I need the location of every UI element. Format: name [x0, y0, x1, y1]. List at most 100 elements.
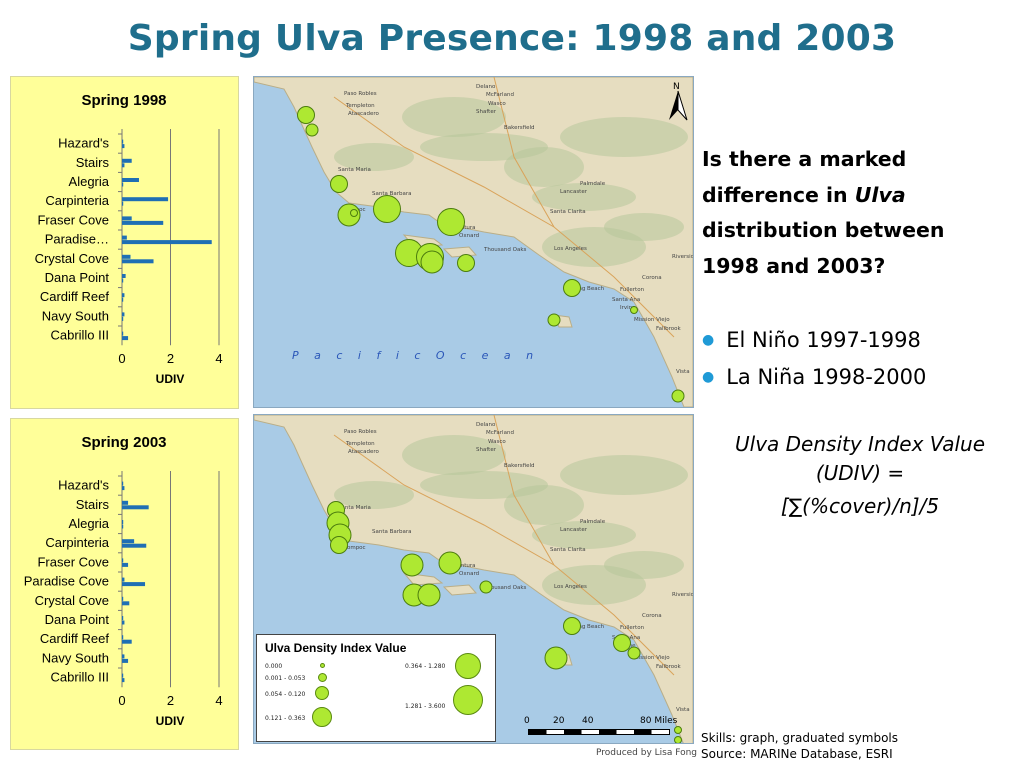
place-label: Delano	[476, 84, 496, 90]
category-label: Cardiff Reef	[40, 289, 110, 304]
scale-label-80: 80 Miles	[640, 716, 678, 726]
chart-title: Spring 1998	[81, 92, 166, 109]
legend-class-3: 0.121 - 0.363	[265, 715, 306, 722]
x-tick-label: 0	[118, 693, 125, 708]
bar	[122, 658, 129, 663]
place-label: Templeton	[345, 103, 375, 109]
road	[333, 434, 675, 676]
bar-chart-spring-2003: Spring 2003 0 2 4 Hazard's Stairs Alegria Carpi…	[24, 434, 223, 728]
category-label: Paradise Cove	[24, 574, 109, 589]
bar	[122, 197, 169, 202]
north-label: N	[673, 82, 680, 92]
x-tick-label: 2	[167, 351, 174, 366]
place-label: Shafter	[476, 109, 497, 115]
place-label: Corona	[642, 613, 662, 619]
road	[493, 77, 555, 228]
site-symbol	[563, 279, 581, 297]
place-label: Lancaster	[560, 189, 588, 195]
map-legend: Ulva Density Index Value 0.000 0.001 - 0…	[256, 634, 496, 742]
question-text: Is there a marked difference in Ulva dis…	[702, 147, 945, 278]
legend-class-0: 0.000	[265, 663, 283, 670]
site-symbol	[544, 646, 568, 670]
bar	[122, 278, 124, 283]
place-label: Wasco	[488, 101, 506, 107]
category-label: Fraser Cove	[37, 554, 109, 569]
site-symbol	[630, 306, 638, 314]
place-label: Bakersfield	[504, 125, 535, 131]
bullet-icon: ●	[702, 332, 715, 348]
place-label: Santa Ana	[612, 297, 640, 303]
category-label: Alegria	[69, 516, 110, 531]
place-label: Santa Clarita	[550, 547, 586, 553]
bar	[122, 259, 154, 264]
terrain	[542, 565, 646, 605]
bar	[122, 240, 212, 245]
bar	[122, 654, 125, 659]
island	[442, 584, 478, 596]
bar	[122, 558, 124, 563]
place-label: Santa Maria	[338, 167, 371, 173]
legend-symbol-0	[320, 663, 325, 668]
category-label: Carpinteria	[45, 193, 109, 208]
site-symbol	[350, 209, 358, 217]
bar	[122, 520, 124, 524]
bar	[122, 139, 124, 144]
legend-symbol-1	[318, 673, 327, 682]
bar	[122, 639, 132, 644]
bar	[122, 216, 132, 221]
site-symbol	[400, 553, 424, 577]
x-tick-label: 0	[118, 351, 125, 366]
bar	[122, 481, 124, 486]
bar	[122, 539, 135, 544]
map-1998: Delano McFarland Paso Robles Wasco Templeton…	[253, 76, 694, 408]
category-label: Cardiff Reef	[40, 631, 110, 646]
bar	[122, 178, 139, 182]
place-label: Irvine	[620, 305, 636, 311]
place-label: Ventura	[454, 225, 475, 231]
x-tick-label: 2	[167, 693, 174, 708]
bar	[122, 505, 149, 510]
place-label: Shafter	[476, 447, 497, 453]
place-label: Santa Barbara	[372, 529, 412, 535]
bar	[122, 144, 125, 149]
place-label: Vista	[676, 707, 690, 713]
terrain	[334, 143, 414, 171]
bar	[122, 163, 125, 168]
place-label: Ventura	[454, 563, 475, 569]
category-label: Alegria	[69, 174, 110, 189]
legend-class-4: 0.364 - 1.280	[405, 663, 446, 670]
place-label: Riverside	[672, 254, 693, 260]
site-symbol	[420, 250, 444, 274]
place-label: Delano	[476, 422, 496, 428]
terrain	[560, 455, 688, 495]
north-arrow-icon: N	[667, 80, 689, 122]
scale-label-40: 40	[582, 716, 594, 726]
bullet-icon: ●	[702, 369, 715, 385]
site-symbol	[438, 551, 462, 575]
scale-bar: 0 20 40 80 Miles	[524, 716, 694, 742]
category-label: Crystal Cove	[35, 251, 109, 266]
place-label: Thousand Oaks	[483, 585, 527, 591]
category-label: Paradise…	[45, 232, 109, 247]
bullet-item: ● La Niña 1998-2000	[702, 365, 927, 389]
bar	[122, 543, 147, 548]
category-label: Hazard's	[58, 136, 109, 151]
legend-class-1: 0.001 - 0.053	[265, 675, 306, 682]
bar	[122, 331, 124, 336]
bar	[122, 601, 130, 606]
bar	[122, 562, 129, 567]
terrain	[560, 117, 688, 157]
place-label: Los Angeles	[554, 246, 587, 252]
terrain	[532, 521, 636, 549]
category-label: Cabrillo III	[50, 328, 109, 343]
place-label: Santa Barbara	[372, 191, 412, 197]
terrain	[334, 481, 414, 509]
bar	[122, 201, 124, 206]
legend-symbol-2	[315, 686, 329, 700]
terrain	[402, 97, 506, 137]
category-label: Stairs	[76, 155, 110, 170]
bar	[122, 254, 131, 259]
bar	[122, 673, 124, 678]
site-symbol	[547, 313, 561, 327]
place-label: Paso Robles	[344, 91, 377, 97]
